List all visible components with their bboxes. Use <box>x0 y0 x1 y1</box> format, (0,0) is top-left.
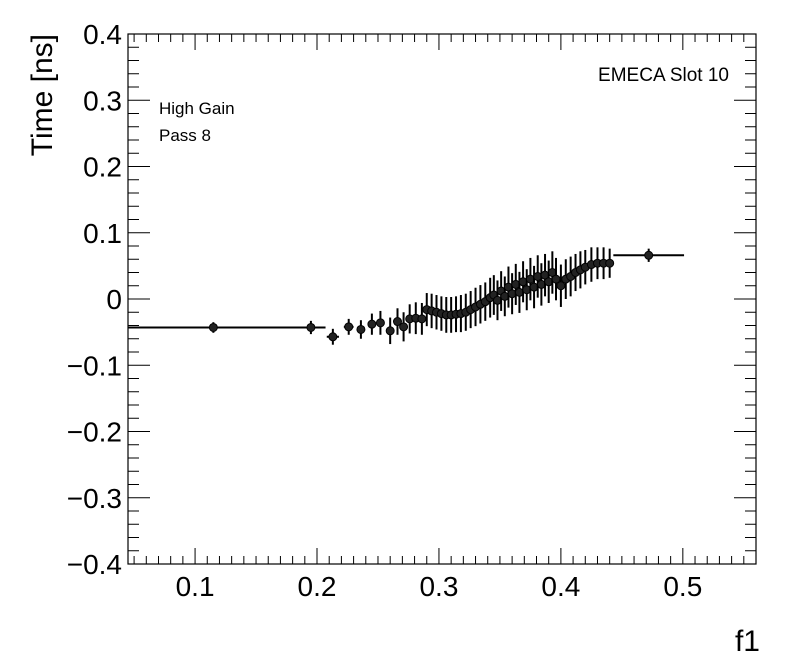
x-tick-label: 0.1 <box>176 571 215 602</box>
data-point <box>556 264 566 307</box>
slot-annotation: EMECA Slot 10 <box>598 65 729 86</box>
y-axis-title: Time [ns] <box>26 34 59 156</box>
data-point <box>417 302 427 335</box>
axis-tick-labels: 0.1 0.2 0.3 0.4 0.5 −0.4 −0.3 −0.2 −0.1 0 0.1 0.2 0.… <box>67 19 703 602</box>
y-tick-label: −0.1 <box>67 350 122 381</box>
data-point <box>605 248 615 278</box>
data-point <box>367 313 377 335</box>
data-point <box>613 248 685 262</box>
data-point <box>536 263 546 306</box>
data-points <box>128 247 685 345</box>
data-point <box>525 257 535 301</box>
x-axis-title: f1 <box>735 625 760 658</box>
point-marker <box>367 319 377 329</box>
axis-ticks <box>128 33 756 565</box>
point-marker <box>644 250 654 260</box>
data-point <box>128 322 299 333</box>
point-marker <box>208 322 218 332</box>
point-marker <box>399 322 409 332</box>
y-tick-label: 0.3 <box>83 85 122 116</box>
y-tick-label: 0.1 <box>83 218 122 249</box>
point-marker <box>392 317 402 327</box>
pass-annotation: Pass 8 <box>159 126 211 145</box>
x-tick-label: 0.2 <box>298 571 337 602</box>
data-point <box>518 261 528 303</box>
y-tick-label: −0.4 <box>67 549 122 580</box>
data-point <box>326 328 339 345</box>
point-marker <box>328 332 338 342</box>
x-tick-label: 0.4 <box>541 571 580 602</box>
data-point <box>296 320 326 335</box>
data-point <box>375 310 385 335</box>
data-point <box>547 251 557 294</box>
data-point <box>599 247 609 280</box>
point-marker <box>306 322 316 332</box>
y-tick-label: −0.3 <box>67 483 122 514</box>
data-point <box>522 269 532 311</box>
data-point <box>399 312 409 342</box>
data-point <box>356 320 366 339</box>
gain-annotation: High Gain <box>159 99 235 118</box>
data-point <box>592 247 602 280</box>
point-marker <box>605 258 615 268</box>
point-marker <box>356 324 366 334</box>
data-point <box>544 260 554 303</box>
y-tick-label: 0.4 <box>83 19 122 50</box>
y-tick-label: 0.2 <box>83 152 122 183</box>
point-marker <box>344 322 354 332</box>
data-point <box>343 318 354 335</box>
data-point <box>529 265 539 309</box>
x-tick-label: 0.3 <box>419 571 458 602</box>
y-tick-label: −0.2 <box>67 417 122 448</box>
data-point <box>385 317 395 345</box>
data-point <box>540 253 550 297</box>
x-tick-label: 0.5 <box>663 571 702 602</box>
y-tick-label: 0 <box>106 284 122 315</box>
data-point <box>551 257 561 301</box>
data-point <box>485 277 495 318</box>
point-marker <box>385 326 395 336</box>
point-marker <box>375 318 385 328</box>
data-point <box>511 263 521 305</box>
point-marker <box>417 314 427 324</box>
data-point <box>392 308 402 335</box>
